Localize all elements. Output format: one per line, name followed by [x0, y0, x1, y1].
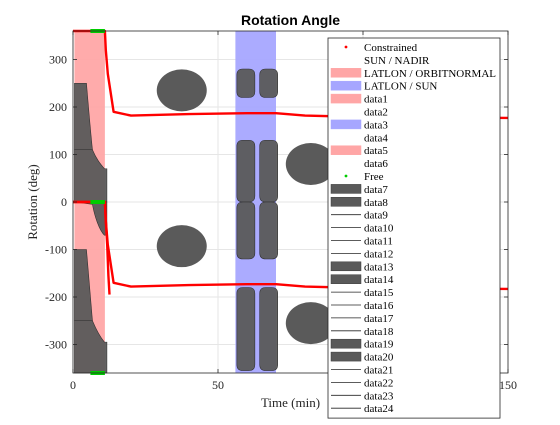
legend-label: data23 [364, 390, 394, 402]
gray-ellipse [156, 225, 207, 268]
y-tick-label: -200 [45, 290, 67, 304]
legend-label: Free [364, 171, 384, 183]
gray-patch [236, 139, 256, 203]
gray-patch [259, 68, 278, 98]
legend-patch [330, 68, 362, 78]
legend-label: LATLON / SUN [364, 81, 437, 93]
y-axis-label: Rotation (deg) [25, 164, 40, 239]
legend-patch [330, 184, 362, 194]
legend-label: data16 [364, 300, 394, 312]
legend-patch [330, 197, 362, 207]
x-tick-label: 50 [212, 378, 224, 392]
legend-label: data3 [364, 119, 388, 131]
legend-label: data2 [364, 107, 388, 119]
legend-label: SUN / NADIR [364, 55, 430, 67]
x-tick-label: 150 [499, 378, 517, 392]
gray-patch [74, 320, 108, 374]
legend-label: data10 [364, 223, 394, 235]
y-tick-label: 200 [49, 100, 67, 114]
legend-label: data8 [364, 197, 388, 209]
legend-patch [330, 274, 362, 284]
legend-label: data20 [364, 352, 394, 364]
legend-label: data12 [364, 248, 393, 260]
legend-label: data15 [364, 287, 394, 299]
legend-label: data22 [364, 377, 393, 389]
legend-patch [330, 351, 362, 362]
legend-label: data5 [364, 145, 388, 157]
legend-patch [330, 338, 362, 349]
gray-patch [74, 149, 108, 203]
legend-patch [330, 93, 362, 104]
gray-patch [236, 201, 256, 260]
gray-patch [259, 287, 278, 371]
legend-patch [330, 145, 362, 155]
y-tick-label: 300 [49, 53, 67, 67]
gray-patch [259, 201, 278, 260]
legend-label: Constrained [364, 42, 418, 54]
gray-blobs [74, 68, 336, 374]
legend-label: LATLON / ORBITNORMAL [364, 68, 496, 80]
gray-patch [236, 68, 256, 98]
legend-patch [330, 261, 362, 272]
legend-label: data4 [364, 132, 388, 144]
legend-label: data17 [364, 313, 394, 325]
y-tick-label: 100 [49, 148, 67, 162]
gray-patch [236, 287, 256, 371]
legend-marker [344, 174, 348, 178]
x-axis-label: Time (min) [261, 395, 320, 410]
y-tick-label: 0 [61, 195, 67, 209]
legend-label: data9 [364, 210, 388, 222]
legend-patch [330, 119, 362, 130]
legend-label: data6 [364, 158, 388, 170]
gray-ellipse [156, 69, 207, 112]
legend-label: data11 [364, 236, 393, 248]
legend-label: data19 [364, 339, 394, 351]
legend-marker [344, 45, 348, 49]
x-tick-label: 0 [70, 378, 76, 392]
legend-label: data13 [364, 261, 394, 273]
y-tick-label: -300 [45, 338, 67, 352]
y-tick-label: -100 [45, 243, 67, 257]
legend-label: data21 [364, 365, 393, 377]
chart-title: Rotation Angle [241, 12, 340, 28]
legend-label: data18 [364, 326, 394, 338]
gray-ellipse [285, 143, 336, 185]
legend-label: data14 [364, 274, 394, 286]
legend-patch [330, 80, 362, 91]
legend-label: data24 [364, 403, 394, 415]
legend-label: data1 [364, 94, 388, 106]
legend-label: data7 [364, 184, 388, 196]
gray-patch [259, 139, 278, 203]
gray-ellipse [285, 302, 336, 345]
